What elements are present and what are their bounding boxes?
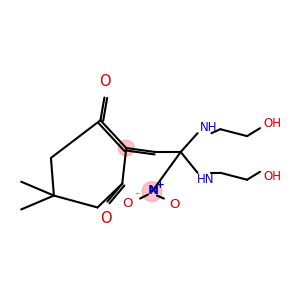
Text: ⁻: ⁻ xyxy=(134,192,140,202)
Text: O: O xyxy=(100,74,111,88)
Text: +: + xyxy=(155,180,164,190)
Circle shape xyxy=(142,182,162,202)
Text: NH: NH xyxy=(200,121,217,134)
Text: O: O xyxy=(169,198,179,211)
Text: HN: HN xyxy=(196,173,214,186)
Text: OH: OH xyxy=(263,170,281,183)
Text: O: O xyxy=(100,212,112,226)
Text: N: N xyxy=(147,184,158,197)
Circle shape xyxy=(118,140,134,156)
Text: O: O xyxy=(123,197,133,210)
Text: OH: OH xyxy=(263,117,281,130)
